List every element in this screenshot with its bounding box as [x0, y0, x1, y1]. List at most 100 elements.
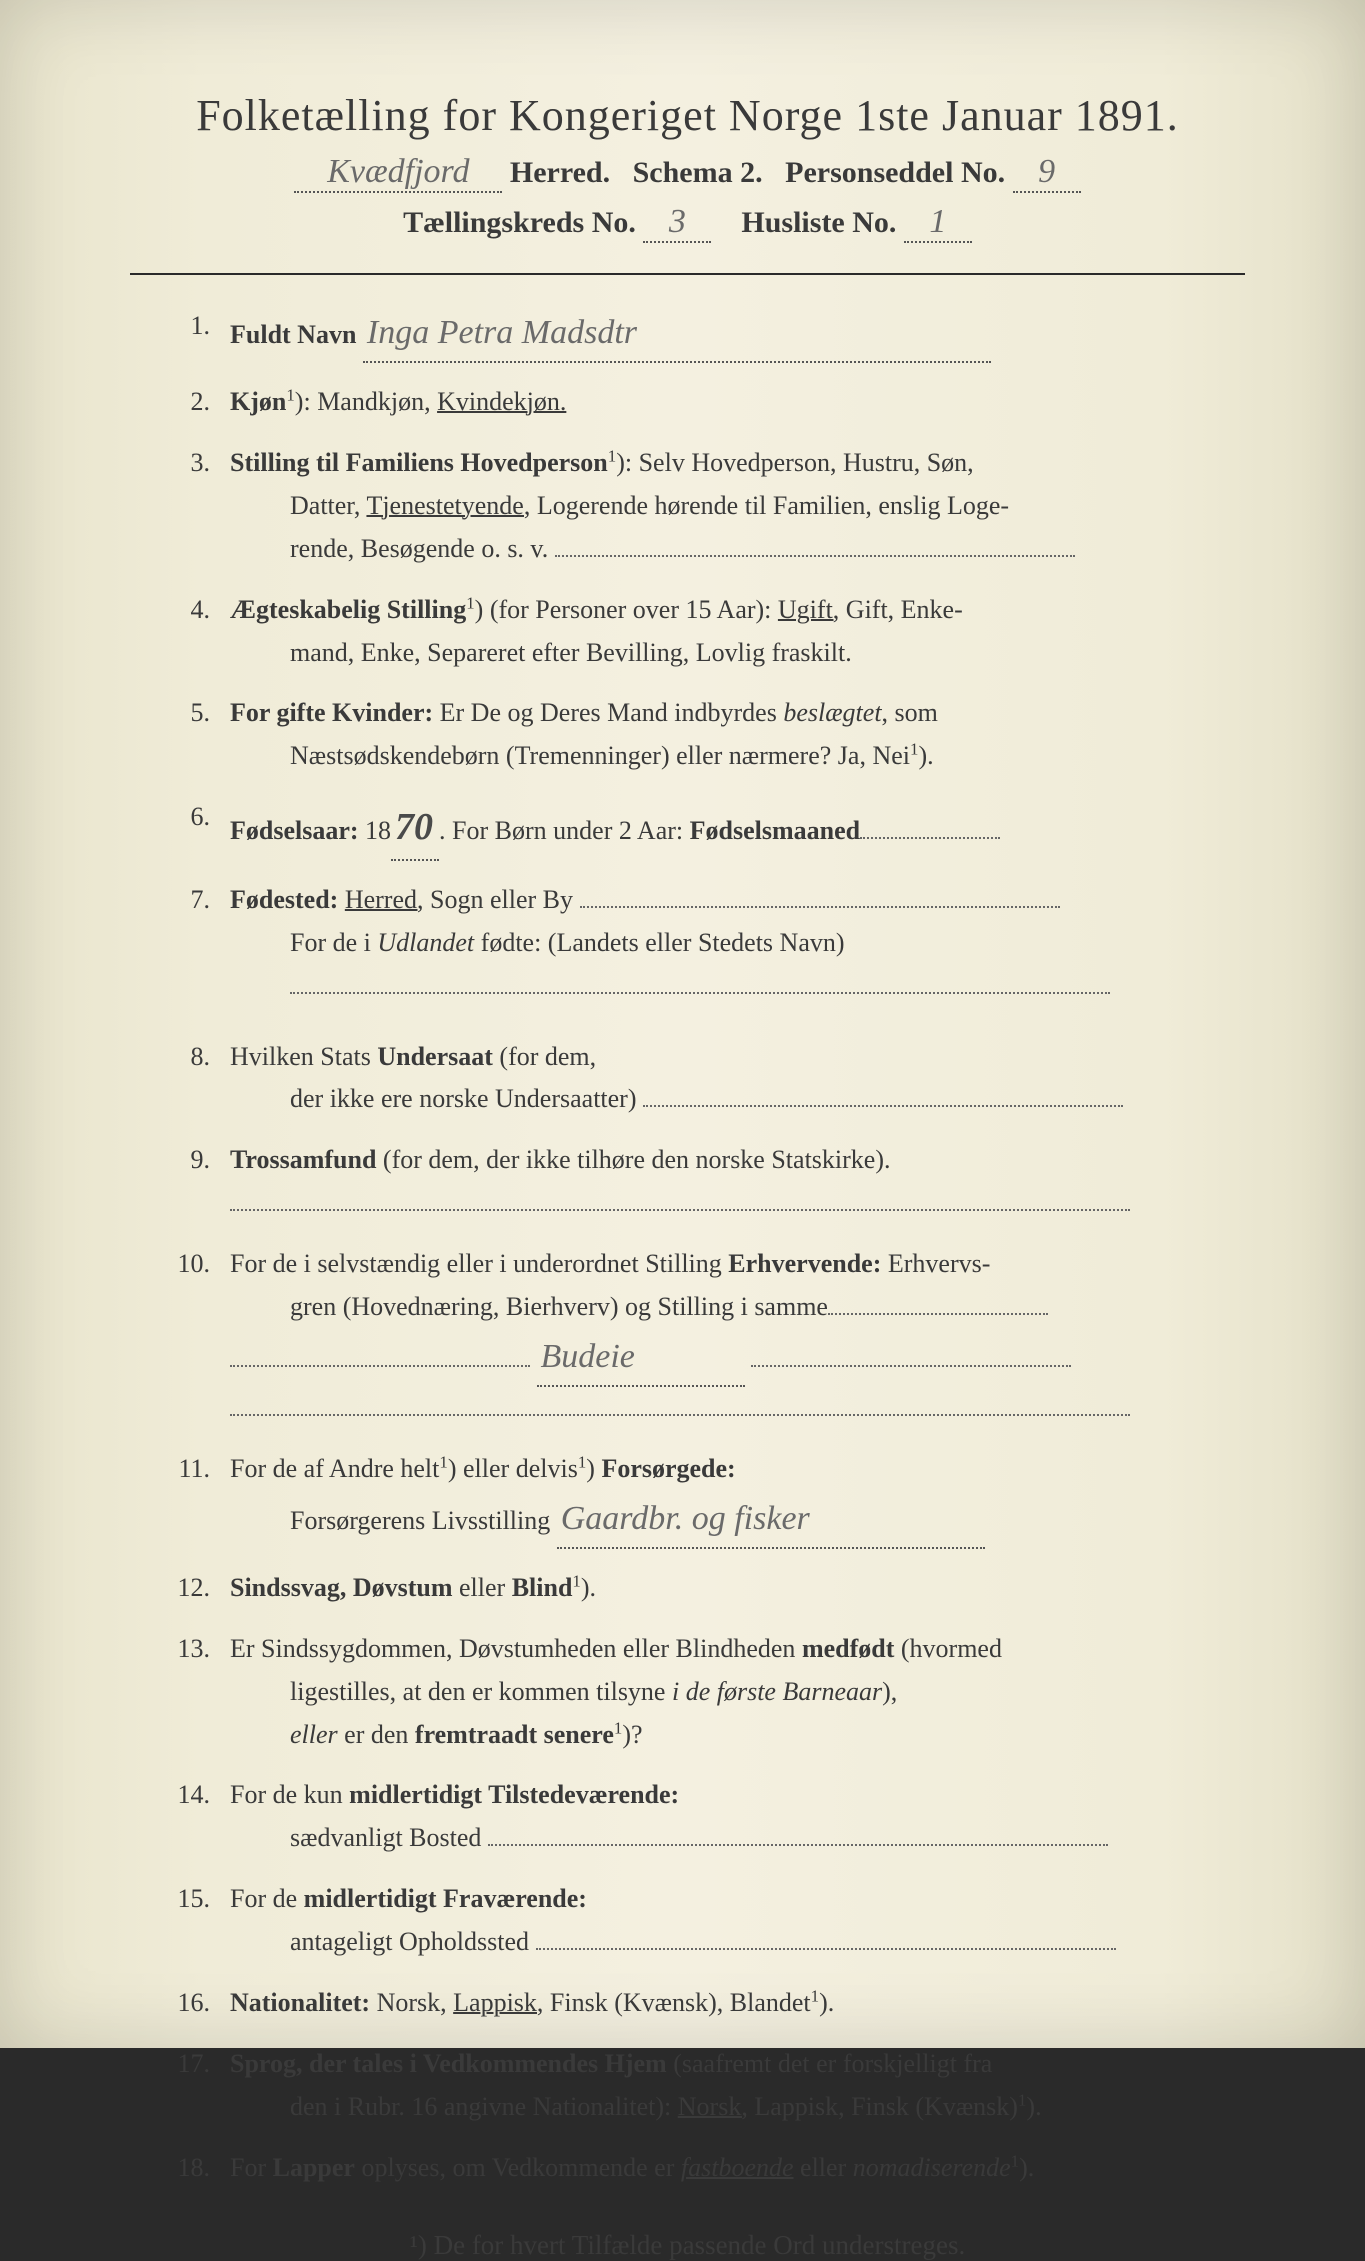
- line2: Datter, Tjenestetyende, Logerende hørend…: [290, 491, 1009, 520]
- text: For de af Andre helt: [230, 1454, 439, 1483]
- line2: Næstsødskendebørn (Tremenninger) eller n…: [290, 741, 910, 770]
- person-no: 9: [1013, 153, 1081, 193]
- text: er den: [338, 1720, 415, 1749]
- husliste-no: 1: [904, 203, 972, 243]
- fill-line: [230, 1365, 530, 1367]
- footnote-mark: 1: [286, 385, 294, 404]
- item-label: midlertidigt Fraværende:: [304, 1884, 587, 1913]
- item-body: Hvilken Stats Undersaat (for dem, der ik…: [230, 1036, 1245, 1122]
- norsk-underlined: Norsk,: [678, 2092, 748, 2121]
- footnote-mark: 1: [1011, 2151, 1019, 2170]
- fill-line: [555, 555, 1075, 557]
- item-body: Fuldt Navn Inga Petra Madsdtr: [230, 305, 1245, 363]
- text: Datter,: [290, 491, 366, 520]
- kreds-no: 3: [643, 203, 711, 243]
- item-11: 11. For de af Andre helt1) eller delvis1…: [150, 1448, 1245, 1549]
- text: (for dem,: [493, 1042, 596, 1071]
- item-body: Sindssvag, Døvstum eller Blind1).: [230, 1567, 1245, 1610]
- item-num: 10.: [150, 1243, 230, 1430]
- text: For de kun: [230, 1780, 349, 1809]
- item-num: 3.: [150, 442, 230, 571]
- item-2: 2. Kjøn1): Mandkjøn, Kvindekjøn.: [150, 381, 1245, 424]
- item-num: 5.: [150, 692, 230, 778]
- fill-line: [230, 1209, 1130, 1211]
- item-label: Lapper: [273, 2153, 355, 2182]
- item-num: 18.: [150, 2147, 230, 2190]
- item-body: For de i selvstændig eller i underordnet…: [230, 1243, 1245, 1430]
- item-17: 17. Sprog, der tales i Vedkommendes Hjem…: [150, 2043, 1245, 2129]
- text: Sogn eller By: [424, 885, 574, 914]
- census-form-page: Folketælling for Kongeriget Norge 1ste J…: [0, 0, 1365, 2048]
- line2: Forsørgerens Livsstilling: [290, 1506, 550, 1535]
- line3: rende, Besøgende o. s. v.: [290, 534, 548, 563]
- item-num: 16.: [150, 1982, 230, 2025]
- herred-row: Kvædfjord Herred. Schema 2. Personseddel…: [130, 153, 1245, 193]
- item-num: 7.: [150, 879, 230, 1008]
- item-body: Ægteskabelig Stilling1) (for Personer ov…: [230, 589, 1245, 675]
- item-text: Selv Hovedperson, Hustru, Søn,: [639, 448, 974, 477]
- line2: mand, Enke, Separeret efter Bevilling, L…: [290, 638, 852, 667]
- italic: Udlandet: [377, 928, 474, 957]
- item-body: Fødselsaar: 1870. For Børn under 2 Aar: …: [230, 796, 1245, 861]
- line2: der ikke ere norske Undersaatter): [290, 1084, 637, 1113]
- text: Er De og Deres Mand indbyrdes: [433, 698, 783, 727]
- text: den i Rubr. 16 angivne Nationalitet):: [290, 2092, 678, 2121]
- text: , som: [882, 698, 938, 727]
- text: Logerende hørende til Familien, enslig L…: [530, 491, 1009, 520]
- text: For: [230, 2153, 273, 2182]
- item-body: Trossamfund (for dem, der ikke tilhøre d…: [230, 1139, 1245, 1225]
- line2: For de i Udlandet fødte: (Landets eller …: [290, 928, 845, 957]
- line2: gren (Hovednæring, Bierhverv) og Stillin…: [290, 1292, 828, 1321]
- person-label: Personseddel No.: [785, 156, 1005, 189]
- text: eller: [453, 1573, 512, 1602]
- year-prefix: 18: [359, 816, 392, 845]
- fill-line: [643, 1105, 1123, 1107]
- herred-underlined: Herred,: [345, 885, 424, 914]
- footnote: ¹) De for hvert Tilfælde passende Ord un…: [130, 2230, 1245, 2261]
- kvinde-underlined: Kvindekjøn.: [437, 387, 566, 416]
- text: ?: [631, 1720, 643, 1749]
- fill-line: [860, 837, 1000, 839]
- item-body: Stilling til Familiens Hovedperson1): Se…: [230, 442, 1245, 571]
- text: For de i selvstændig eller i underordnet…: [230, 1249, 728, 1278]
- item-label: Nationalitet:: [230, 1988, 370, 2017]
- text: Erhvervs-: [881, 1249, 990, 1278]
- item-num: 9.: [150, 1139, 230, 1225]
- name-handwritten: Inga Petra Madsdtr: [363, 305, 991, 363]
- item-label: Fødested:: [230, 885, 338, 914]
- italic: i de første Barneaar: [672, 1677, 882, 1706]
- item-body: For de kun midlertidigt Tilstedeværende:…: [230, 1774, 1245, 1860]
- label2: Fødselsmaaned: [690, 816, 860, 845]
- item-text: Mandkjøn,: [317, 387, 437, 416]
- form-header: Folketælling for Kongeriget Norge 1ste J…: [130, 90, 1245, 243]
- text: ligestilles, at den er kommen tilsyne: [290, 1677, 672, 1706]
- fill-line: [290, 992, 1110, 994]
- item-label: Trossamfund: [230, 1145, 376, 1174]
- item-num: 8.: [150, 1036, 230, 1122]
- text: (for dem, der ikke tilhøre den norske St…: [376, 1145, 890, 1174]
- fill-line: [751, 1365, 1071, 1367]
- bold: fremtraadt senere: [415, 1720, 614, 1749]
- fill-line: [828, 1313, 1048, 1315]
- footnote-mark: 1: [466, 593, 474, 612]
- fastboende-underlined: fastboende: [681, 2153, 794, 2182]
- occupation-hw: Budeie: [537, 1329, 745, 1387]
- item-label: Stilling til Familiens Hovedperson: [230, 448, 608, 477]
- line2: antageligt Opholdssted: [290, 1927, 529, 1956]
- item-body: Er Sindssygdommen, Døvstumheden eller Bl…: [230, 1628, 1245, 1757]
- item-7: 7. Fødested: Herred, Sogn eller By For d…: [150, 879, 1245, 1008]
- item-body: For gifte Kvinder: Er De og Deres Mand i…: [230, 692, 1245, 778]
- item-body: Fødested: Herred, Sogn eller By For de i…: [230, 879, 1245, 1008]
- fill-line: [536, 1948, 1116, 1950]
- footnote-mark: 1: [572, 1571, 580, 1590]
- fill-line: [488, 1844, 1108, 1846]
- header-divider: [130, 273, 1245, 275]
- footnote-mark: 1: [578, 1452, 586, 1471]
- item-18: 18. For Lapper oplyses, om Vedkommende e…: [150, 2147, 1245, 2190]
- text: . For Børn under 2 Aar:: [439, 816, 690, 845]
- text: Er Sindssygdommen, Døvstumheden eller Bl…: [230, 1634, 802, 1663]
- footnote-mark: 1: [910, 740, 918, 759]
- fill-line: [580, 906, 1060, 908]
- line2: sædvanligt Bosted: [290, 1823, 481, 1852]
- line2: ligestilles, at den er kommen tilsyne i …: [290, 1677, 897, 1706]
